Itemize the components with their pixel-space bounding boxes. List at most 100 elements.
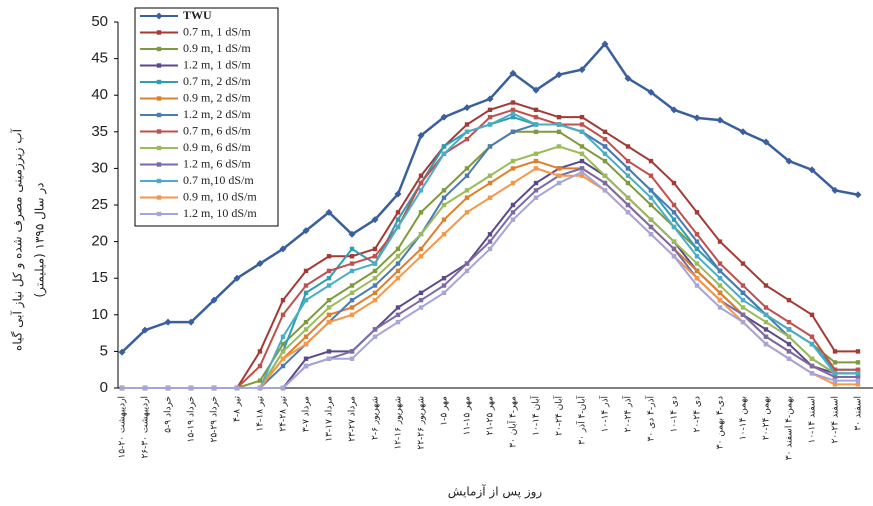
data-point bbox=[302, 227, 310, 235]
data-point bbox=[717, 283, 723, 288]
data-point bbox=[510, 166, 516, 171]
data-point bbox=[670, 106, 678, 114]
data-point bbox=[395, 319, 401, 325]
data-point bbox=[602, 180, 608, 186]
data-point bbox=[487, 239, 493, 244]
legend-label: 1.2 m, 6 dS/m bbox=[183, 156, 251, 170]
data-point bbox=[372, 268, 378, 274]
data-point bbox=[142, 385, 148, 391]
data-point bbox=[556, 180, 562, 186]
data-point bbox=[716, 116, 724, 124]
data-point bbox=[579, 114, 585, 120]
x-tick-label: ۲۳-۲۷ مرداد bbox=[348, 396, 358, 442]
data-point bbox=[441, 283, 447, 288]
data-point bbox=[418, 290, 424, 296]
data-point bbox=[187, 318, 195, 326]
data-point bbox=[602, 188, 608, 193]
data-point bbox=[441, 217, 447, 222]
data-point bbox=[602, 158, 608, 164]
data-point bbox=[556, 166, 562, 171]
x-tick-label: ۳۰ بهمن-۴ اسفند bbox=[785, 396, 795, 460]
data-point bbox=[280, 341, 286, 347]
data-point bbox=[487, 180, 493, 186]
data-point bbox=[510, 210, 516, 215]
data-point bbox=[533, 158, 539, 164]
data-point bbox=[740, 312, 746, 317]
data-point bbox=[303, 327, 309, 332]
data-point bbox=[579, 144, 585, 149]
data-point bbox=[441, 151, 447, 156]
data-point bbox=[832, 374, 838, 380]
data-point bbox=[303, 297, 309, 303]
legend-marker bbox=[156, 178, 162, 184]
data-point bbox=[510, 158, 516, 164]
data-point bbox=[326, 268, 332, 274]
legend-label: 0.7 m, 2 dS/m bbox=[183, 74, 251, 88]
data-point bbox=[532, 86, 540, 94]
data-point bbox=[303, 334, 309, 339]
data-point bbox=[440, 113, 448, 121]
data-point bbox=[464, 129, 470, 134]
legend-label: 0.7 m, 6 dS/m bbox=[183, 123, 251, 137]
data-point bbox=[740, 305, 746, 310]
data-point bbox=[486, 95, 494, 103]
data-point bbox=[579, 122, 585, 127]
data-point bbox=[280, 385, 286, 391]
legend-label: 0.7 m,10 dS/m bbox=[183, 173, 254, 187]
data-point bbox=[510, 129, 516, 134]
data-point bbox=[395, 268, 401, 274]
data-point bbox=[648, 188, 654, 193]
data-point bbox=[487, 114, 493, 120]
data-point bbox=[188, 385, 194, 391]
data-point bbox=[395, 224, 401, 230]
data-point bbox=[625, 210, 631, 215]
data-point bbox=[510, 100, 516, 105]
x-tick-label: ۲۰-۲۴ دی bbox=[693, 396, 703, 433]
data-point bbox=[257, 385, 263, 391]
x-tick-label: ۲۶-۳۰ اردیبهشت bbox=[141, 396, 151, 459]
data-point bbox=[280, 334, 286, 339]
data-point bbox=[325, 208, 333, 216]
data-point bbox=[579, 158, 585, 164]
data-point bbox=[647, 88, 655, 96]
data-point bbox=[786, 327, 792, 332]
legend-label: 0.9 m, 1 dS/m bbox=[183, 41, 251, 55]
data-point bbox=[648, 202, 654, 208]
data-point bbox=[372, 246, 378, 252]
data-point bbox=[809, 312, 815, 317]
legend-marker bbox=[156, 145, 162, 151]
data-point bbox=[418, 305, 424, 310]
x-tick-label: ۱۴-۱۸ تیر bbox=[256, 396, 266, 432]
data-point bbox=[648, 158, 654, 164]
data-point bbox=[164, 318, 172, 326]
data-point bbox=[510, 111, 516, 116]
data-point bbox=[579, 129, 585, 134]
data-point bbox=[786, 356, 792, 361]
data-point bbox=[602, 136, 608, 142]
data-point bbox=[441, 290, 447, 296]
data-point bbox=[671, 254, 677, 259]
data-point bbox=[487, 246, 493, 252]
x-tick-label: ۲۲-۲۶ شهریور bbox=[417, 396, 427, 450]
data-point bbox=[349, 268, 355, 274]
data-point bbox=[464, 173, 470, 178]
data-point bbox=[717, 290, 723, 296]
data-point bbox=[533, 151, 539, 156]
data-point bbox=[556, 129, 562, 134]
data-point bbox=[671, 217, 677, 222]
data-point bbox=[694, 276, 700, 281]
data-point bbox=[303, 341, 309, 347]
x-tick-label: ۱۵-۲۰ اردیبهشت bbox=[118, 396, 128, 459]
x-tick-label: ۱۰-۱۴ بهمن bbox=[739, 396, 749, 440]
data-point bbox=[671, 210, 677, 215]
data-point bbox=[832, 367, 838, 372]
data-point bbox=[349, 312, 355, 317]
x-tick-label: ۴-۸ تیر bbox=[233, 396, 243, 422]
data-point bbox=[348, 230, 356, 238]
data-point bbox=[279, 245, 287, 253]
data-point bbox=[832, 378, 838, 383]
data-point bbox=[786, 319, 792, 325]
data-point bbox=[210, 296, 218, 304]
data-point bbox=[394, 190, 402, 198]
